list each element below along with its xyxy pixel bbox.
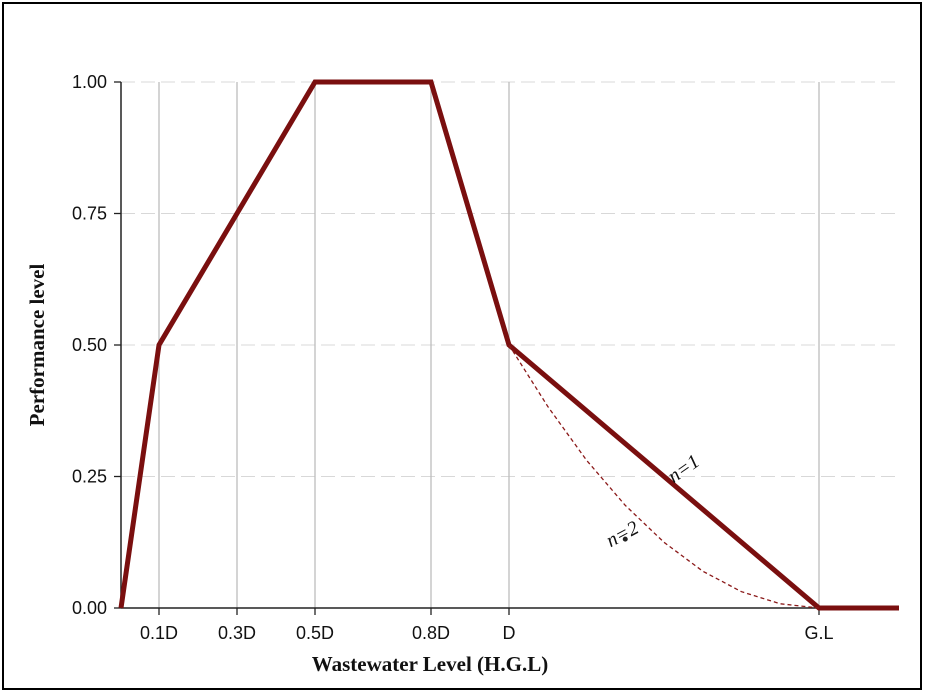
x-axis-title: Wastewater Level (H.G.L) [312, 652, 548, 676]
y-axis-title: Performance level [25, 264, 49, 427]
series-line-n-2 [508, 344, 820, 609]
series-group [118, 79, 899, 611]
x-tick-label: 0.5D [296, 623, 334, 643]
x-tick-label: D [503, 623, 516, 643]
y-tick-label: 0.25 [72, 467, 107, 487]
figure-frame: 0.00 0.25 0.50 0.75 1.00 0.1D 0.3D 0.5D 0.8D D G.L… [2, 2, 922, 690]
y-tick-label: 1.00 [72, 72, 107, 92]
y-tick-label: 0.00 [72, 598, 107, 618]
x-tick-label: 0.3D [218, 623, 256, 643]
x-tick-label: 0.8D [412, 623, 450, 643]
line-chart: 0.00 0.25 0.50 0.75 1.00 0.1D 0.3D 0.5D 0.8D D G.L… [25, 72, 899, 676]
annotation-n-2: n=2 [602, 517, 642, 552]
marker-point [622, 536, 628, 542]
x-tick-label: G.L [804, 623, 833, 643]
x-tick-label: 0.1D [140, 623, 178, 643]
y-tick-label: 0.50 [72, 335, 107, 355]
y-tick-label: 0.75 [72, 204, 107, 224]
axes [114, 81, 899, 615]
